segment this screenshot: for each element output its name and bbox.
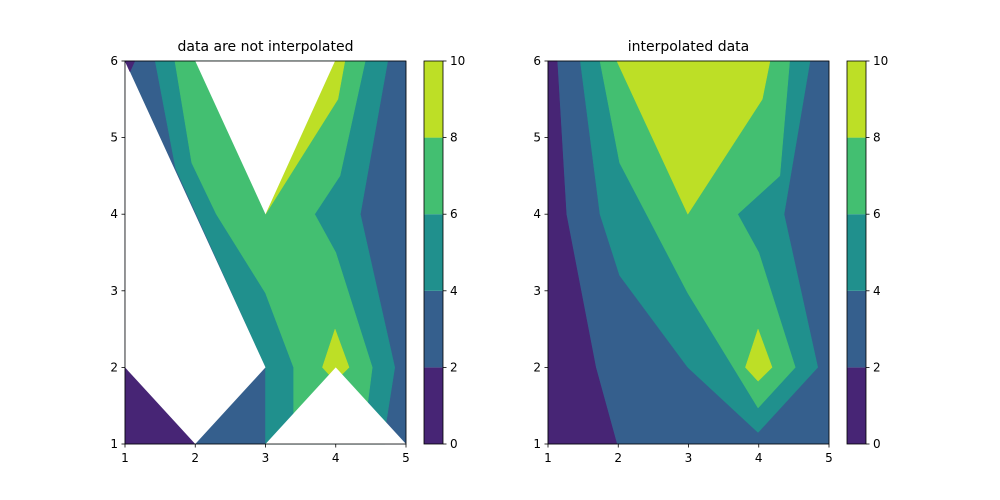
colorbar-tick-label: 2 [450, 360, 458, 374]
x-tick-label: 2 [191, 451, 199, 465]
colorbar-band [424, 367, 443, 444]
y-tick-label: 6 [110, 54, 118, 68]
x-tick-label: 4 [755, 451, 763, 465]
x-tick-label: 2 [614, 451, 622, 465]
y-tick-label: 5 [533, 131, 541, 145]
contour-region [599, 60, 796, 409]
chart-title: data are not interpolated [178, 39, 354, 55]
colorbar-tick-label: 6 [450, 207, 458, 221]
colorbar-band [847, 137, 866, 215]
colorbar-band [847, 290, 866, 368]
y-tick-label: 4 [110, 207, 118, 221]
y-tick-label: 4 [533, 207, 541, 221]
colorbar-tick-label: 10 [873, 54, 888, 68]
contour-region [745, 328, 773, 382]
colorbar-tick-label: 6 [873, 207, 881, 221]
x-tick-label: 5 [402, 451, 410, 465]
colorbar-tick-label: 10 [450, 54, 465, 68]
y-tick-label: 2 [110, 360, 118, 374]
colorbar-tick-label: 0 [450, 437, 458, 451]
masked-region [265, 367, 406, 444]
y-tick-label: 2 [533, 360, 541, 374]
colorbar-band [847, 61, 866, 138]
x-tick-label: 3 [685, 451, 693, 465]
colorbar-band [424, 137, 443, 215]
x-tick-label: 5 [825, 451, 833, 465]
colorbar-tick-label: 4 [450, 284, 458, 298]
y-tick-label: 3 [533, 284, 541, 298]
x-tick-label: 1 [544, 451, 552, 465]
colorbar-band [424, 290, 443, 368]
colorbar-tick-label: 8 [450, 131, 458, 145]
colorbar-tick-label: 2 [873, 360, 881, 374]
x-tick-label: 4 [332, 451, 340, 465]
y-tick-label: 6 [533, 54, 541, 68]
chart-title: interpolated data [628, 39, 750, 55]
colorbar-frame [423, 60, 444, 445]
colorbar-band [847, 214, 866, 291]
y-tick-label: 3 [110, 284, 118, 298]
colorbar-band [424, 214, 443, 291]
y-tick-label: 5 [110, 131, 118, 145]
colorbar-band [424, 61, 443, 138]
colorbar-tick-label: 0 [873, 437, 881, 451]
x-tick-label: 1 [121, 451, 129, 465]
y-tick-label: 1 [533, 437, 541, 451]
colorbar-band [847, 367, 866, 444]
colorbar-tick-label: 8 [873, 131, 881, 145]
masked-region [125, 61, 266, 444]
colorbar-frame [846, 60, 867, 445]
masked-region [195, 61, 336, 215]
colorbar-tick-label: 4 [873, 284, 881, 298]
x-tick-label: 3 [262, 451, 270, 465]
y-tick-label: 1 [110, 437, 118, 451]
